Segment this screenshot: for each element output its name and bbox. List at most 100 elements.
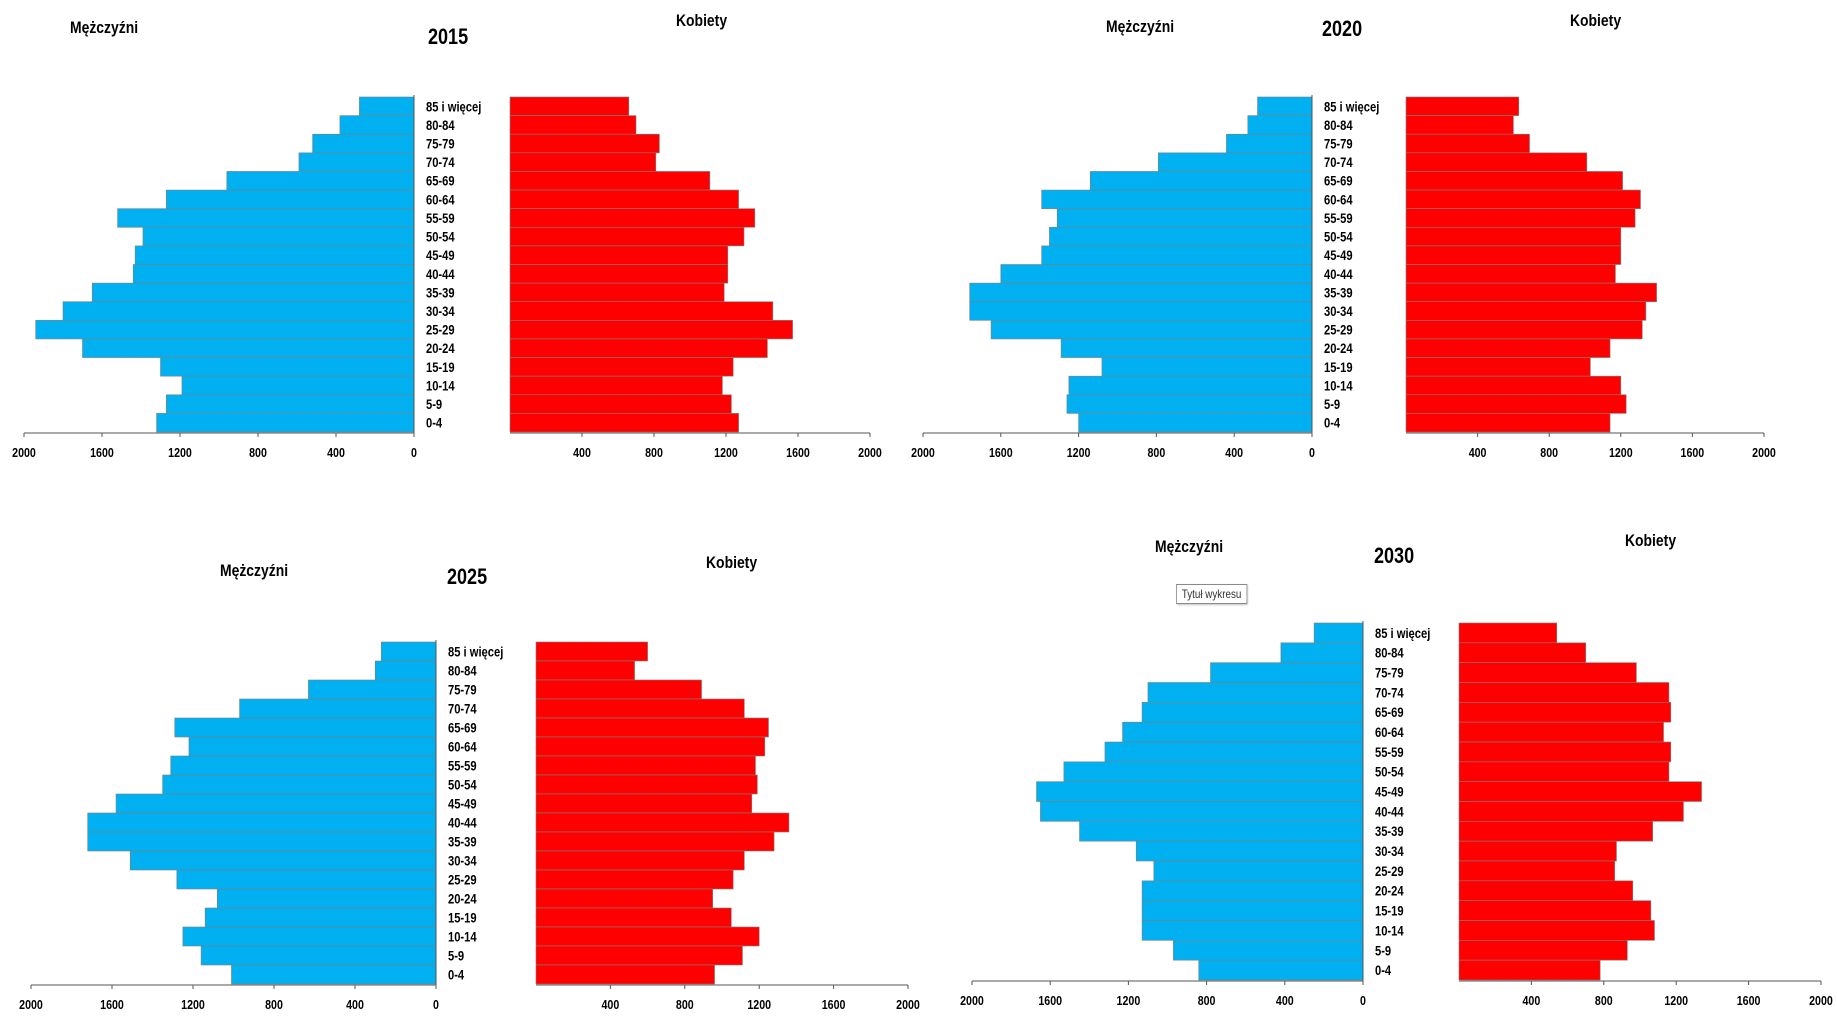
bar-men xyxy=(176,869,437,890)
bar-men xyxy=(115,793,437,814)
bar-men xyxy=(1049,226,1313,247)
bar-men xyxy=(339,115,415,135)
bar-women xyxy=(1405,115,1514,135)
bar-men xyxy=(82,338,415,358)
men-tick-label: 1200 xyxy=(1067,445,1091,460)
bar-men xyxy=(1079,821,1364,842)
bar-men xyxy=(1089,171,1313,191)
bar-women xyxy=(1458,642,1586,663)
men-tick-label: 0 xyxy=(411,445,417,460)
women-label: Kobiety xyxy=(676,12,727,31)
bar-women xyxy=(509,208,756,228)
men-label: Mężczyźni xyxy=(220,562,288,581)
men-tick-label: 1200 xyxy=(181,997,205,1012)
bar-men xyxy=(182,926,437,947)
men-tick-label: 400 xyxy=(1276,993,1294,1008)
category-label: 10-14 xyxy=(1324,378,1353,393)
category-label: 15-19 xyxy=(448,910,477,925)
bar-men xyxy=(1247,115,1313,135)
category-label: 10-14 xyxy=(448,929,477,944)
men-tick-label: 1600 xyxy=(989,445,1013,460)
bar-women xyxy=(509,301,774,321)
category-label: 35-39 xyxy=(1375,824,1404,839)
bar-women xyxy=(535,660,635,681)
category-label: 80-84 xyxy=(1375,646,1404,661)
bar-women xyxy=(1458,959,1601,981)
category-label: 55-59 xyxy=(448,758,477,773)
category-label: 50-54 xyxy=(1375,765,1404,780)
bar-women xyxy=(1405,357,1591,377)
bar-women xyxy=(1458,662,1637,683)
women-tick-label: 1200 xyxy=(1664,993,1688,1008)
category-label: 60-64 xyxy=(426,192,455,207)
category-label: 70-74 xyxy=(1324,155,1353,170)
bar-men xyxy=(1066,394,1313,414)
bar-men xyxy=(1060,338,1313,358)
bar-men xyxy=(1056,208,1313,228)
women-label: Kobiety xyxy=(1570,12,1621,31)
pyramid-2025: Mężczyźni 2025 Kobiety 85 i więcej 80-84 75-7… xyxy=(19,554,920,1012)
bar-men xyxy=(1141,920,1364,941)
women-tick-label: 2000 xyxy=(896,997,920,1012)
bar-men xyxy=(1280,642,1364,663)
women-tick-label: 1200 xyxy=(747,997,771,1012)
women-tick-label: 800 xyxy=(645,445,663,460)
bar-men xyxy=(1226,133,1313,154)
bar-men xyxy=(1040,801,1364,822)
bar-men xyxy=(1135,840,1364,862)
category-label: 15-19 xyxy=(1375,903,1404,918)
men-tick-label: 400 xyxy=(346,997,364,1012)
bar-women xyxy=(535,755,756,776)
bar-men xyxy=(1313,622,1364,644)
bar-men xyxy=(969,301,1313,321)
category-label: 15-19 xyxy=(1324,360,1353,375)
category-label: 80-84 xyxy=(1324,118,1353,133)
bar-men xyxy=(166,394,415,414)
bar-men xyxy=(1257,96,1313,116)
category-label: 55-59 xyxy=(426,211,455,226)
bar-men xyxy=(990,320,1313,340)
bar-men xyxy=(188,736,437,757)
bar-men xyxy=(1036,781,1364,802)
bar-women xyxy=(535,736,766,757)
bar-women xyxy=(1405,245,1622,265)
bar-men xyxy=(1141,880,1364,901)
men-tick-label: 1600 xyxy=(100,997,124,1012)
category-label: 70-74 xyxy=(426,155,455,170)
bar-women xyxy=(1458,900,1652,921)
bar-women xyxy=(509,413,739,433)
category-label: 80-84 xyxy=(426,118,455,133)
bar-women xyxy=(1405,394,1627,414)
category-label: 60-64 xyxy=(1375,725,1404,740)
category-label: 65-69 xyxy=(448,720,477,735)
category-label: 5-9 xyxy=(1375,943,1391,958)
bar-men xyxy=(1068,375,1313,396)
category-label: 60-64 xyxy=(1324,192,1353,207)
women-tick-label: 400 xyxy=(602,997,620,1012)
men-tick-label: 0 xyxy=(1309,445,1315,460)
bar-men xyxy=(298,152,415,172)
bar-women xyxy=(1405,338,1611,358)
women-tick-label: 2000 xyxy=(858,445,882,460)
bar-women xyxy=(1405,301,1647,321)
bar-women xyxy=(1458,821,1653,842)
men-tick-label: 400 xyxy=(327,445,345,460)
bar-women xyxy=(1458,622,1558,644)
bar-men xyxy=(87,831,437,852)
men-tick-label: 1600 xyxy=(1038,993,1062,1008)
chart-title: 2020 xyxy=(1322,17,1362,41)
bar-men xyxy=(129,850,437,871)
bar-women xyxy=(1458,721,1664,743)
category-label: 40-44 xyxy=(1375,804,1404,819)
women-tick-label: 1600 xyxy=(786,445,810,460)
bar-women xyxy=(1405,189,1641,209)
bar-women xyxy=(1458,860,1615,882)
category-label: 30-34 xyxy=(1375,844,1404,859)
bar-men xyxy=(62,301,415,321)
men-tick-label: 2000 xyxy=(960,993,984,1008)
men-tick-label: 400 xyxy=(1225,445,1243,460)
bar-men xyxy=(142,226,415,247)
bar-women xyxy=(535,641,648,662)
bar-women xyxy=(1458,702,1672,723)
